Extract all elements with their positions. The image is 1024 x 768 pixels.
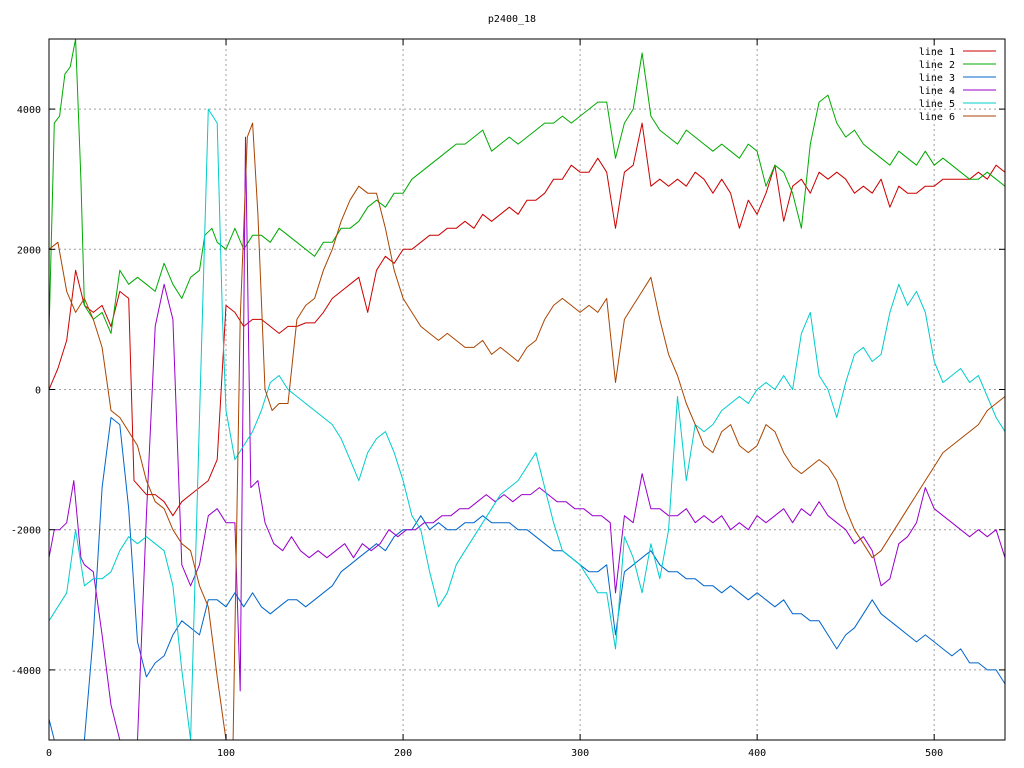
legend: line 1 line 2 line 3 line 4 line 5 line 6 — [919, 47, 996, 123]
series-layer — [49, 39, 1005, 740]
x-tick-label: 200 — [394, 748, 412, 759]
legend-label: line 6 — [919, 112, 955, 123]
legend-label: line 3 — [919, 73, 955, 84]
series-line-6 — [49, 122, 1005, 740]
y-tick-label: -4000 — [11, 666, 41, 677]
series-line-2 — [49, 39, 1005, 334]
series-line-1 — [49, 122, 1005, 517]
chart-title: p2400_18 — [488, 14, 536, 25]
y-axis: -4000 -2000 0 2000 4000 — [11, 105, 1005, 677]
series-line-5 — [49, 108, 1005, 740]
y-tick-label: 0 — [35, 386, 41, 397]
y-tick-label: 4000 — [17, 105, 41, 116]
series-line-4 — [49, 136, 1005, 740]
legend-label: line 2 — [919, 60, 955, 71]
x-tick-label: 300 — [571, 748, 589, 759]
legend-label: line 4 — [919, 86, 955, 97]
x-tick-label: 500 — [925, 748, 943, 759]
legend-label: line 1 — [919, 47, 955, 58]
x-tick-label: 0 — [46, 748, 52, 759]
y-tick-label: 2000 — [17, 245, 41, 256]
x-axis: 0 100 200 300 400 500 — [46, 39, 943, 759]
series-line-3 — [49, 417, 1005, 740]
legend-label: line 5 — [919, 99, 955, 110]
x-tick-label: 100 — [217, 748, 235, 759]
y-tick-label: -2000 — [11, 526, 41, 537]
x-tick-label: 400 — [748, 748, 766, 759]
